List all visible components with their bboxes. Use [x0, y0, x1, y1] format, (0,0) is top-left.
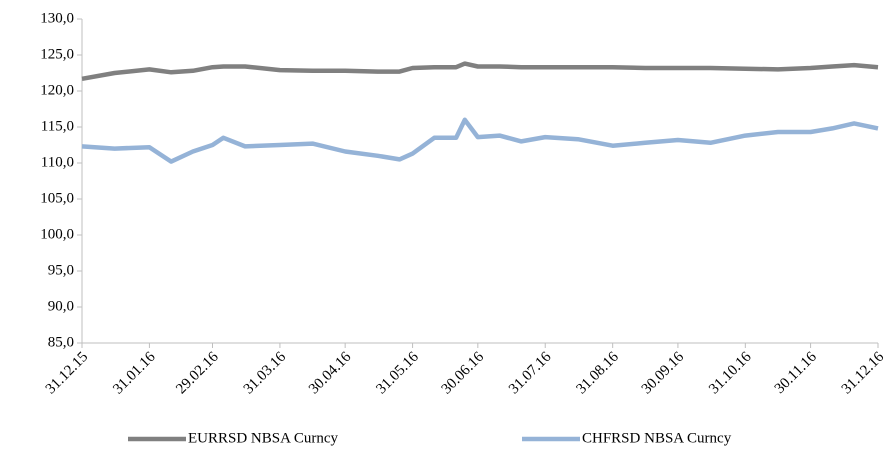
series-line: [81, 61, 879, 82]
x-tick-label: 31.05.16: [373, 349, 422, 398]
x-tick-label: 31.12.16: [839, 349, 886, 398]
x-tick-label: 30.06.16: [439, 349, 488, 398]
y-tick-label: 90,0: [48, 298, 74, 314]
y-tick-label: 85,0: [48, 334, 74, 350]
y-tick-label: 115,0: [41, 118, 74, 134]
legend-label: CHFRSD NBSA Curncy: [582, 430, 732, 446]
y-tick-label: 125,0: [40, 46, 74, 62]
x-tick-label: 31.08.16: [573, 349, 622, 398]
x-tick-label: 31.01.16: [110, 349, 159, 398]
y-tick-label: 130,0: [40, 10, 74, 26]
x-tick-label: 30.09.16: [639, 349, 688, 398]
legend-label: EURRSD NBSA Curncy: [188, 430, 339, 446]
x-tick-label: 30.04.16: [306, 349, 355, 398]
y-tick-label: 100,0: [40, 226, 74, 242]
x-tick-label: 31.10.16: [706, 349, 755, 398]
x-tick-label: 31.07.16: [506, 349, 555, 398]
y-tick-label: 110,0: [41, 154, 74, 170]
y-tick-label: 105,0: [40, 190, 74, 206]
y-tick-label: 95,0: [48, 262, 74, 278]
x-tick-label: 31.03.16: [241, 349, 290, 398]
series-line: [81, 117, 879, 164]
x-tick-label: 29.02.16: [173, 349, 222, 398]
x-tick-label: 30.11.16: [772, 349, 820, 397]
x-tick-label: 31.12.15: [43, 349, 91, 397]
y-tick-label: 120,0: [40, 82, 74, 98]
